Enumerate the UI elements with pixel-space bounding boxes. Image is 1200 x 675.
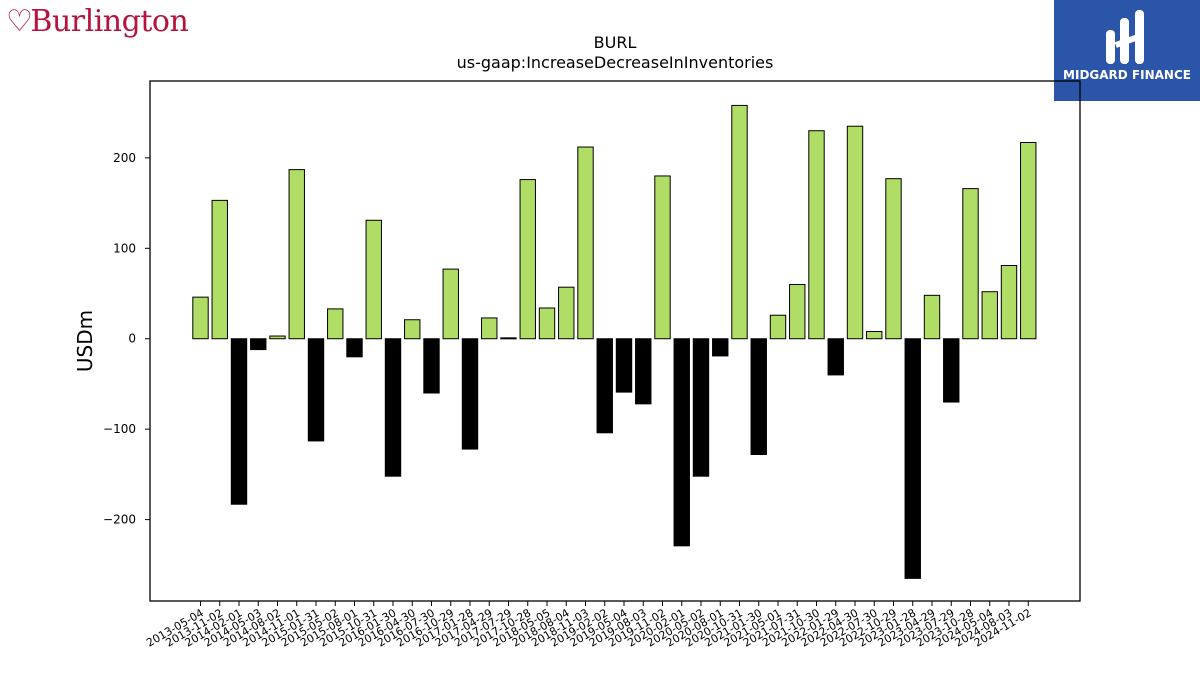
midgard-finance-logo: MIDGARD FINANCE (1054, 0, 1200, 101)
bar (269, 335, 286, 340)
bar (923, 294, 941, 340)
bar (673, 338, 690, 547)
bar (577, 146, 594, 340)
bar (962, 188, 979, 340)
y-tick-label: 100 (113, 241, 136, 255)
bar (481, 317, 498, 340)
plot-area: 2013-05-042013-11-022014-02-012014-05-03… (103, 80, 1081, 650)
bar (1020, 141, 1037, 340)
bar (192, 296, 209, 340)
bar (692, 338, 710, 477)
bar (596, 338, 613, 434)
bar (404, 319, 421, 340)
bar (442, 268, 459, 340)
bar (712, 338, 729, 357)
y-tick-label: −100 (103, 422, 136, 436)
bar (904, 338, 921, 579)
bar (789, 283, 806, 340)
midgard-finance-name: MIDGARD FINANCE (1063, 68, 1191, 82)
bar (288, 169, 305, 340)
bar (384, 338, 402, 477)
burlington-logo: ♡ Burlington (6, 3, 189, 39)
bar (866, 331, 883, 340)
y-tick-label: 200 (113, 151, 136, 165)
y-tick-label: 0 (128, 332, 136, 346)
bar (1000, 264, 1018, 340)
bar (346, 338, 363, 358)
y-axis-label: USDm (73, 310, 97, 372)
bar (615, 338, 633, 393)
bar (654, 175, 671, 340)
bar (461, 338, 479, 450)
bar (750, 338, 767, 455)
bar (827, 338, 844, 376)
bar (885, 178, 902, 340)
bar (307, 338, 325, 442)
bar (519, 179, 536, 340)
bar (250, 338, 267, 351)
bar (230, 338, 248, 505)
bar (327, 308, 344, 340)
bar (635, 338, 652, 405)
bar (500, 337, 517, 340)
y-tick-label: −200 (103, 513, 136, 527)
heart-icon: ♡ (6, 3, 33, 39)
bar (211, 199, 228, 340)
bar (846, 125, 864, 340)
bar (981, 291, 998, 340)
chart-title: BURL (594, 33, 637, 52)
plot-frame (149, 80, 1081, 602)
chart-subtitle: us-gaap:IncreaseDecreaseInInventories (457, 53, 774, 72)
bar (558, 286, 575, 340)
bar (943, 338, 960, 403)
bar (769, 314, 787, 340)
bar (365, 219, 382, 340)
burlington-logo-text: Burlington (30, 4, 189, 39)
midgard-mark-icon (1106, 10, 1144, 64)
bar (423, 338, 440, 394)
bar (538, 307, 556, 340)
bar (808, 130, 825, 340)
bar (731, 104, 748, 340)
